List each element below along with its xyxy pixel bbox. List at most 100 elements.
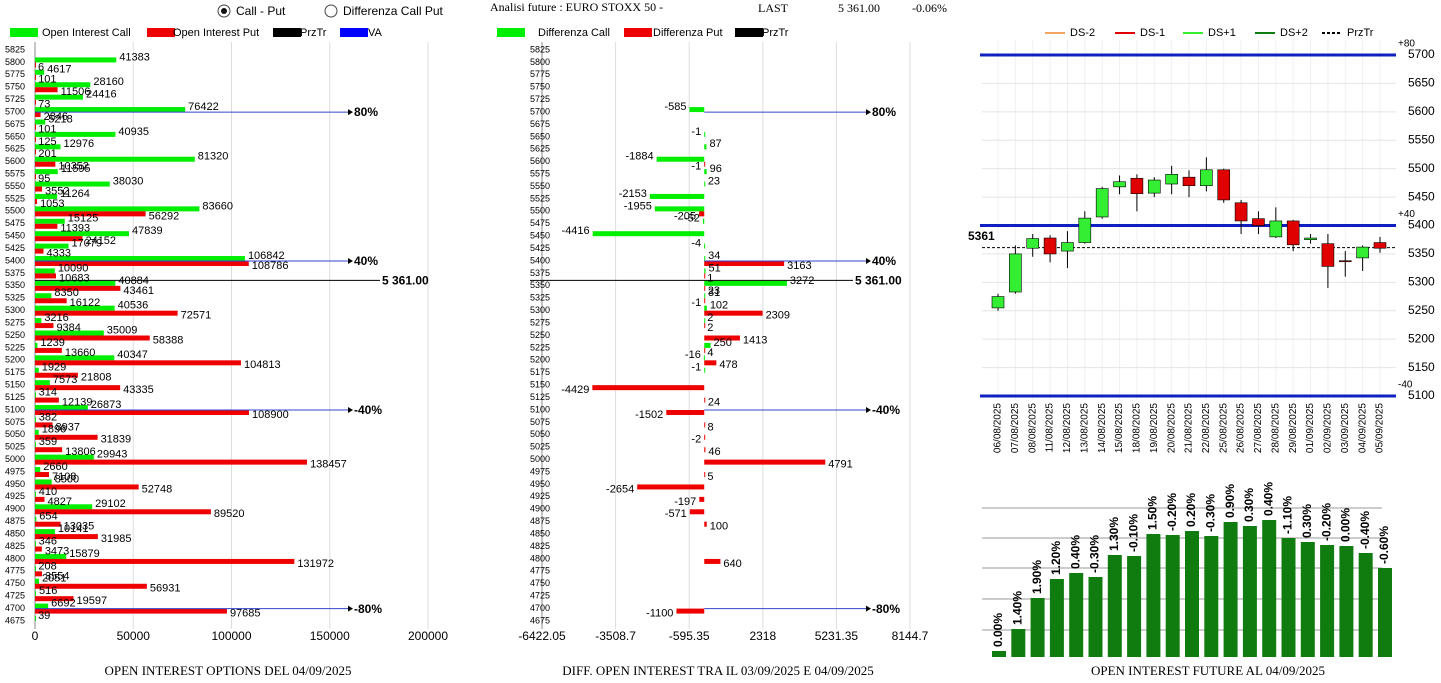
value-label: -52 xyxy=(684,213,700,225)
bar xyxy=(35,516,37,522)
strike-label: 5275 xyxy=(5,317,25,327)
candle-body xyxy=(1269,220,1283,238)
bar xyxy=(35,174,36,180)
x-tick-label: 21/08/2025 xyxy=(1184,403,1195,453)
strike-label: 5050 xyxy=(530,429,550,439)
value-label: 1239 xyxy=(40,337,64,349)
y-tick-label: 5650 xyxy=(1408,76,1435,90)
option-label[interactable]: Call - Put xyxy=(236,4,286,18)
level-label: -40% xyxy=(872,403,900,417)
bar xyxy=(35,603,49,609)
value-label: 58388 xyxy=(153,334,184,346)
strike-label: 5625 xyxy=(530,144,550,154)
last-change: -0.06% xyxy=(912,1,947,15)
value-label: 56931 xyxy=(150,583,181,595)
chart-title: DIFF. OPEN INTEREST TRA IL 03/09/2025 E … xyxy=(562,663,873,678)
level-arrow xyxy=(866,109,871,116)
value-label: 38030 xyxy=(113,175,144,187)
legend-swatch xyxy=(735,28,763,37)
x-tick-label: 12/08/2025 xyxy=(1062,403,1073,453)
bar xyxy=(704,268,706,274)
x-tick-label: 27/08/2025 xyxy=(1253,403,1264,453)
strike-label: 5100 xyxy=(530,404,550,414)
value-label: 19597 xyxy=(77,595,108,607)
strike-label: 5525 xyxy=(530,193,550,203)
bar xyxy=(1049,579,1064,657)
legend-label: PrzTr xyxy=(1347,27,1374,39)
strike-label: 5700 xyxy=(530,106,550,116)
bar xyxy=(35,62,36,68)
strike-label: 5100 xyxy=(5,404,25,414)
value-label: 104813 xyxy=(244,359,281,371)
bar xyxy=(704,434,706,440)
x-tick-label: 0 xyxy=(32,629,39,643)
strike-label: 5175 xyxy=(5,367,25,377)
strike-label: 4750 xyxy=(5,578,25,588)
radio-diff[interactable] xyxy=(324,4,338,18)
bar xyxy=(35,156,195,162)
strike-label: 5200 xyxy=(5,355,25,365)
bar xyxy=(35,409,249,415)
y-tick-label: 5150 xyxy=(1408,360,1435,374)
y-tick-label: 5600 xyxy=(1408,104,1435,118)
value-label: 346 xyxy=(39,535,57,547)
value-label: 46 xyxy=(708,446,720,458)
bar xyxy=(703,355,705,361)
value-label: 2 xyxy=(707,322,713,334)
strike-label: 5425 xyxy=(5,243,25,253)
value-label: 10090 xyxy=(58,262,89,274)
bar xyxy=(704,243,706,249)
y-tick-label: 5100 xyxy=(1408,388,1435,402)
value-label: 43461 xyxy=(123,285,154,297)
value-label: 1413 xyxy=(743,334,767,346)
bar xyxy=(35,261,249,267)
strike-label: 4775 xyxy=(530,566,550,576)
strike-label: 4950 xyxy=(5,479,25,489)
value-label: -16 xyxy=(685,349,701,361)
value-label: 87 xyxy=(709,138,721,150)
value-label: 31839 xyxy=(101,434,132,446)
option-label[interactable]: Differenza Call Put xyxy=(343,4,443,18)
value-label: 10683 xyxy=(59,272,90,284)
value-label: 1.40% xyxy=(1010,591,1024,625)
bar xyxy=(35,124,36,130)
x-tick-label: 11/08/2025 xyxy=(1045,403,1056,453)
bar xyxy=(35,467,41,473)
value-label: 101 xyxy=(38,123,56,135)
strike-label: 5150 xyxy=(5,380,25,390)
bar xyxy=(704,323,706,329)
bar xyxy=(656,156,705,162)
bar xyxy=(704,367,706,373)
y-tick-label: 5300 xyxy=(1408,275,1435,289)
y-tick-label: 5200 xyxy=(1408,331,1435,345)
candle-body xyxy=(1078,217,1092,243)
bar xyxy=(35,591,37,597)
value-label: 9384 xyxy=(56,322,80,334)
x-tick-label: 04/09/2025 xyxy=(1357,403,1368,453)
value-label: 39 xyxy=(38,610,50,622)
candle-body xyxy=(1130,178,1144,194)
value-label: -585 xyxy=(664,101,686,113)
value-label: 83660 xyxy=(202,200,233,212)
bar xyxy=(699,211,705,217)
bar xyxy=(35,119,46,125)
strike-label: 5050 xyxy=(5,429,25,439)
bar xyxy=(35,596,74,602)
level-arrow xyxy=(348,605,353,612)
bar xyxy=(1069,573,1084,657)
x-tick-label: 29/08/2025 xyxy=(1288,403,1299,453)
bar xyxy=(35,323,54,329)
candle-body xyxy=(1009,253,1022,293)
strike-label: 4700 xyxy=(530,603,550,613)
bar xyxy=(704,169,707,175)
bar xyxy=(35,529,55,535)
bar xyxy=(1262,520,1277,657)
strike-label: 5200 xyxy=(530,355,550,365)
bar xyxy=(35,541,36,547)
value-label: 410 xyxy=(39,486,57,498)
value-label: 4333 xyxy=(47,248,71,260)
bar xyxy=(35,454,94,460)
value-label: 4 xyxy=(707,347,713,359)
value-label: 2660 xyxy=(43,461,67,473)
